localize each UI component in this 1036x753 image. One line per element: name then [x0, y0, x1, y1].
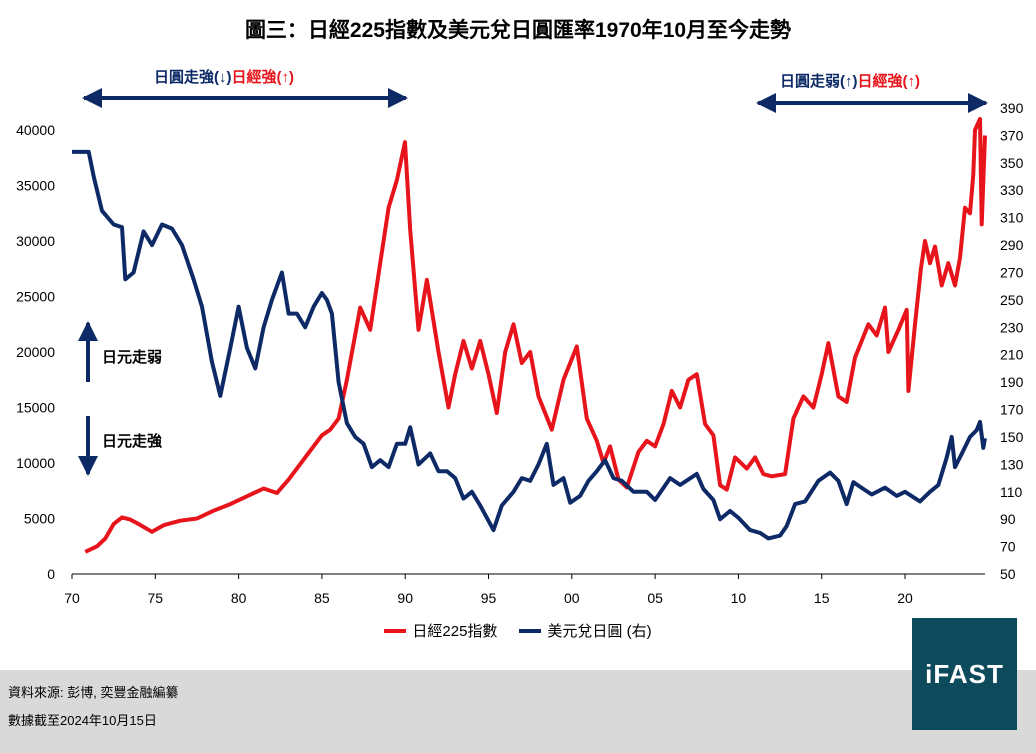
legend-swatch-usdjpy [519, 628, 542, 633]
y-left-tick-label: 0 [47, 566, 55, 582]
right-annotation-yen: 日圓走弱(↑) [780, 73, 858, 90]
ifast-logo: iFAST [912, 618, 1017, 730]
x-tick-label: 70 [64, 590, 80, 606]
footer: 資料來源: 彭博, 奕豐金融編纂 數據截至2024年10月15日 [0, 670, 1036, 753]
x-tick-label: 95 [481, 590, 497, 606]
chart-series-layer [72, 116, 987, 554]
y-right-tick-label: 210 [1000, 347, 1024, 363]
series-line-nikkei [84, 116, 987, 554]
y-right-tick-label: 130 [1000, 456, 1024, 472]
y-right-tick-label: 250 [1000, 292, 1024, 308]
y-right-tick-label: 370 [1000, 127, 1024, 143]
y-right-tick-label: 170 [1000, 402, 1024, 418]
left-annotation: 日圓走強(↓)日經強(↑) [154, 66, 294, 87]
right-annotation-nikkei: 日經強(↑) [857, 73, 921, 90]
y-right-tick-label: 350 [1000, 155, 1024, 171]
legend-swatch-nikkei [384, 628, 407, 633]
y-right-tick-label: 110 [1000, 484, 1023, 500]
legend-label-usdjpy: 美元兌日圓 (右) [547, 623, 652, 640]
chart-legend: 日經225指數 美元兌日圓 (右) [0, 620, 1036, 641]
legend-item-nikkei: 日經225指數 [384, 620, 497, 641]
x-tick-label: 15 [814, 590, 830, 606]
y-right-tick-label: 50 [1000, 566, 1016, 582]
y-right-tick-label: 90 [1000, 511, 1016, 527]
yen-strong-label: 日元走強 [102, 433, 163, 450]
y-left-tick-label: 5000 [24, 511, 55, 527]
x-tick-label: 75 [148, 590, 164, 606]
right-annotation: 日圓走弱(↑)日經強(↑) [780, 70, 920, 91]
x-tick-label: 90 [397, 590, 413, 606]
chart-title: 圖三：日經225指數及美元兌日圓匯率1970年10月至今走勢 [244, 19, 792, 42]
series-line-usdjpy [72, 149, 987, 541]
y-left-tick-label: 20000 [16, 344, 55, 360]
chart-area: 70 75 80 85 90 95 00 05 10 15 20 0 5000 10000 15000 200… [16, 88, 1024, 606]
footer-source: 資料來源: 彭博, 奕豐金融編纂 [8, 685, 179, 700]
x-tick-label: 05 [647, 590, 663, 606]
y-left-tick-label: 25000 [16, 289, 55, 305]
y-left-tick-label: 35000 [16, 178, 55, 194]
y-right-tick-label: 270 [1000, 264, 1024, 280]
y-right-tick-label: 190 [1000, 374, 1024, 390]
yen-weak-label: 日元走弱 [102, 349, 163, 366]
x-tick-label: 80 [231, 590, 247, 606]
y-left-tick-label: 30000 [16, 233, 55, 249]
legend-item-usdjpy: 美元兌日圓 (右) [519, 620, 652, 641]
x-tick-label: 10 [731, 590, 747, 606]
chart-axes: 70 75 80 85 90 95 00 05 10 15 20 0 5000 10000 15000 200… [16, 100, 1024, 606]
legend-label-nikkei: 日經225指數 [412, 623, 498, 640]
y-right-tick-label: 70 [1000, 539, 1016, 555]
left-annotation-nikkei: 日經強(↑) [231, 69, 295, 86]
y-right-tick-label: 390 [1000, 100, 1024, 116]
y-right-tick-label: 310 [1000, 210, 1024, 226]
y-right-tick-label: 330 [1000, 182, 1024, 198]
y-right-tick-label: 290 [1000, 237, 1024, 253]
left-annotation-yen: 日圓走強(↓) [154, 69, 232, 86]
y-left-tick-label: 40000 [16, 122, 55, 138]
x-tick-label: 20 [897, 590, 913, 606]
y-left-tick-label: 10000 [16, 455, 55, 471]
y-right-tick-label: 230 [1000, 319, 1024, 335]
y-left-tick-label: 15000 [16, 400, 55, 416]
y-right-tick-label: 150 [1000, 429, 1024, 445]
x-tick-label: 85 [314, 590, 330, 606]
footer-date: 數據截至2024年10月15日 [8, 713, 157, 728]
x-tick-label: 00 [564, 590, 580, 606]
